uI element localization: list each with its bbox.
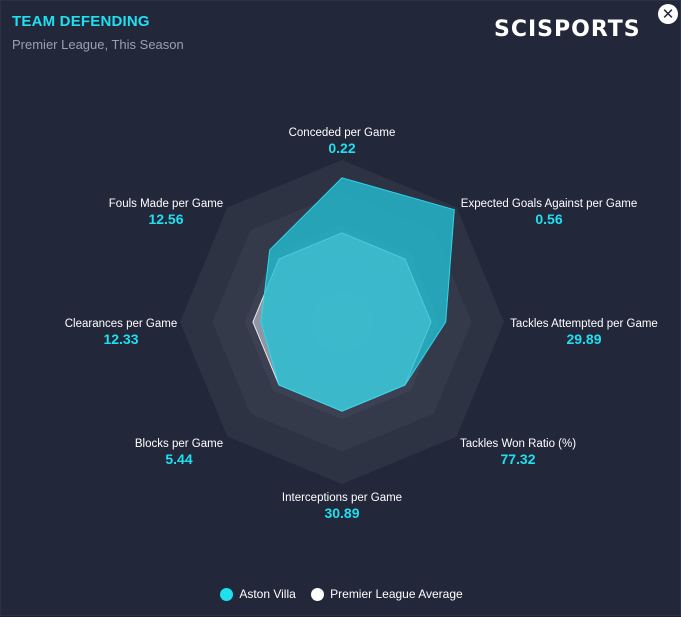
- axis-value-6: 12.33: [103, 331, 138, 347]
- series-area-aston-villa: [260, 177, 455, 412]
- axis-value-3: 77.32: [500, 451, 535, 467]
- axis-label-7: Fouls Made per Game: [109, 198, 223, 210]
- chart-subtitle: Premier League, This Season: [12, 37, 184, 52]
- axis-label-2: Tackles Attempted per Game: [510, 318, 658, 330]
- axis-label-4: Interceptions per Game: [282, 492, 402, 504]
- chart-title: TEAM DEFENDING: [12, 13, 150, 30]
- legend-dot-average: [311, 587, 325, 601]
- axis-value-2: 29.89: [566, 331, 601, 347]
- axis-label-1: Expected Goals Against per Game: [461, 198, 637, 210]
- legend-item-team[interactable]: Aston Villa: [220, 587, 296, 601]
- axis-label-0: Conceded per Game: [289, 127, 396, 139]
- axis-value-4: 30.89: [324, 505, 359, 521]
- axis-value-1: 0.56: [535, 211, 562, 227]
- chart-legend: Aston Villa Premier League Average: [1, 587, 681, 604]
- legend-dot-team: [220, 587, 234, 601]
- axis-value-7: 12.56: [148, 211, 183, 227]
- axis-label-3: Tackles Won Ratio (%): [460, 438, 576, 450]
- close-icon[interactable]: ✕: [658, 4, 678, 24]
- legend-label-team: Aston Villa: [239, 587, 296, 601]
- axis-label-5: Blocks per Game: [135, 438, 223, 450]
- legend-label-average: Premier League Average: [330, 587, 463, 601]
- axis-value-0: 0.22: [328, 140, 355, 156]
- axis-label-6: Clearances per Game: [65, 318, 178, 330]
- legend-item-average[interactable]: Premier League Average: [311, 587, 463, 601]
- brand-logo: SCISPORTS: [494, 17, 641, 42]
- axis-value-5: 5.44: [165, 451, 192, 467]
